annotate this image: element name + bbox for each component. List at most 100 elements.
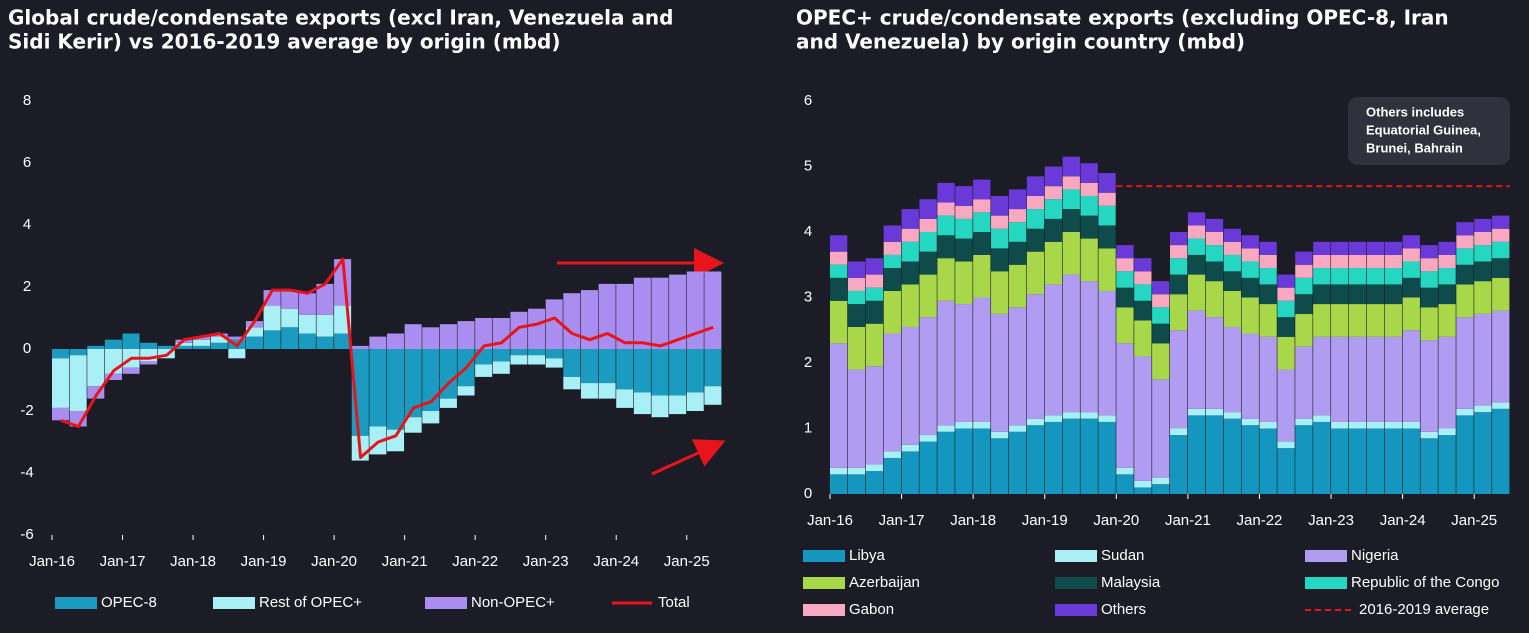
bar xyxy=(1456,248,1474,265)
bar xyxy=(1241,235,1259,249)
bar xyxy=(1474,218,1492,232)
bar xyxy=(883,333,901,452)
bar xyxy=(847,290,866,305)
y-tick-label: 4 xyxy=(804,223,812,240)
bar xyxy=(1152,484,1170,494)
bar xyxy=(1348,304,1367,337)
bar xyxy=(937,258,955,301)
bar xyxy=(937,431,955,494)
bar xyxy=(69,411,87,427)
bar xyxy=(1492,228,1510,242)
bar xyxy=(1223,290,1241,327)
bar xyxy=(830,251,848,265)
bar xyxy=(1295,425,1313,494)
legend-label: Gabon xyxy=(849,601,894,618)
bar xyxy=(669,274,687,349)
bar xyxy=(492,349,510,362)
bar xyxy=(1402,261,1420,278)
y-tick-label: -4 xyxy=(20,464,33,481)
bar xyxy=(1456,264,1474,285)
bar xyxy=(1008,307,1027,426)
chart-title: Global crude/condensate exports (excl Ir… xyxy=(8,6,673,30)
x-tick-label: Jan-20 xyxy=(1093,512,1139,529)
bar xyxy=(1241,277,1259,298)
bar xyxy=(404,349,422,418)
bar xyxy=(1313,284,1331,305)
bar xyxy=(955,261,973,305)
bar xyxy=(228,349,246,359)
y-tick-label: 0 xyxy=(804,485,812,502)
bar xyxy=(633,349,651,393)
bar xyxy=(1420,245,1438,259)
bar xyxy=(439,398,457,408)
bar xyxy=(1456,235,1474,249)
bar xyxy=(830,264,848,278)
bar xyxy=(1170,258,1188,275)
bar xyxy=(955,205,973,219)
bar xyxy=(228,336,246,340)
y-tick-label: 2 xyxy=(804,354,812,371)
bar xyxy=(847,261,866,278)
bar xyxy=(1384,284,1403,305)
bar xyxy=(1187,408,1206,416)
bar xyxy=(1152,307,1170,324)
bar xyxy=(1116,474,1134,494)
bar xyxy=(1420,271,1438,288)
bar xyxy=(1331,268,1349,285)
bar xyxy=(87,345,105,349)
bar xyxy=(1062,189,1080,210)
bar xyxy=(122,333,140,349)
bar xyxy=(1205,408,1224,416)
bar xyxy=(1170,428,1188,436)
bar xyxy=(955,186,973,206)
bar xyxy=(1098,173,1116,193)
bar xyxy=(1474,232,1492,246)
bar xyxy=(1205,415,1224,494)
bar xyxy=(1492,258,1510,278)
legend-label: Republic of the Congo xyxy=(1351,574,1499,591)
bar xyxy=(87,349,105,387)
bar xyxy=(1187,225,1206,239)
bar xyxy=(1080,195,1098,216)
bar xyxy=(704,386,722,405)
bar xyxy=(1062,232,1080,275)
bar xyxy=(847,467,866,475)
bar xyxy=(847,304,866,327)
bar xyxy=(883,268,901,291)
bar xyxy=(1116,467,1134,475)
bar xyxy=(1187,274,1206,311)
bar xyxy=(1062,156,1080,177)
bar xyxy=(919,199,937,219)
bar xyxy=(580,349,598,384)
bar xyxy=(865,366,884,465)
bar xyxy=(1331,284,1349,305)
bar xyxy=(1008,209,1027,223)
bar xyxy=(973,428,991,494)
bar xyxy=(955,238,973,262)
bar xyxy=(991,438,1009,494)
bar xyxy=(1295,264,1313,278)
bar xyxy=(404,417,422,433)
bar xyxy=(1259,254,1277,269)
bar xyxy=(1170,330,1188,429)
y-tick-label: -2 xyxy=(20,402,33,419)
bar xyxy=(245,321,263,328)
bar xyxy=(263,305,281,331)
bar xyxy=(1474,313,1492,406)
bar xyxy=(651,395,669,418)
bar xyxy=(1062,176,1080,190)
bar xyxy=(1044,415,1063,422)
bar xyxy=(1348,241,1367,255)
bar xyxy=(193,345,211,349)
legend-label: Non-OPEC+ xyxy=(471,594,555,611)
legend-label: OPEC-8 xyxy=(101,594,157,611)
bar xyxy=(104,373,122,380)
bar xyxy=(1026,418,1045,426)
bar xyxy=(1277,287,1295,301)
bar xyxy=(298,314,316,334)
bar xyxy=(298,293,316,315)
bar xyxy=(1026,228,1045,252)
bar xyxy=(1420,287,1438,308)
bar xyxy=(686,271,704,349)
bar xyxy=(1152,379,1170,478)
